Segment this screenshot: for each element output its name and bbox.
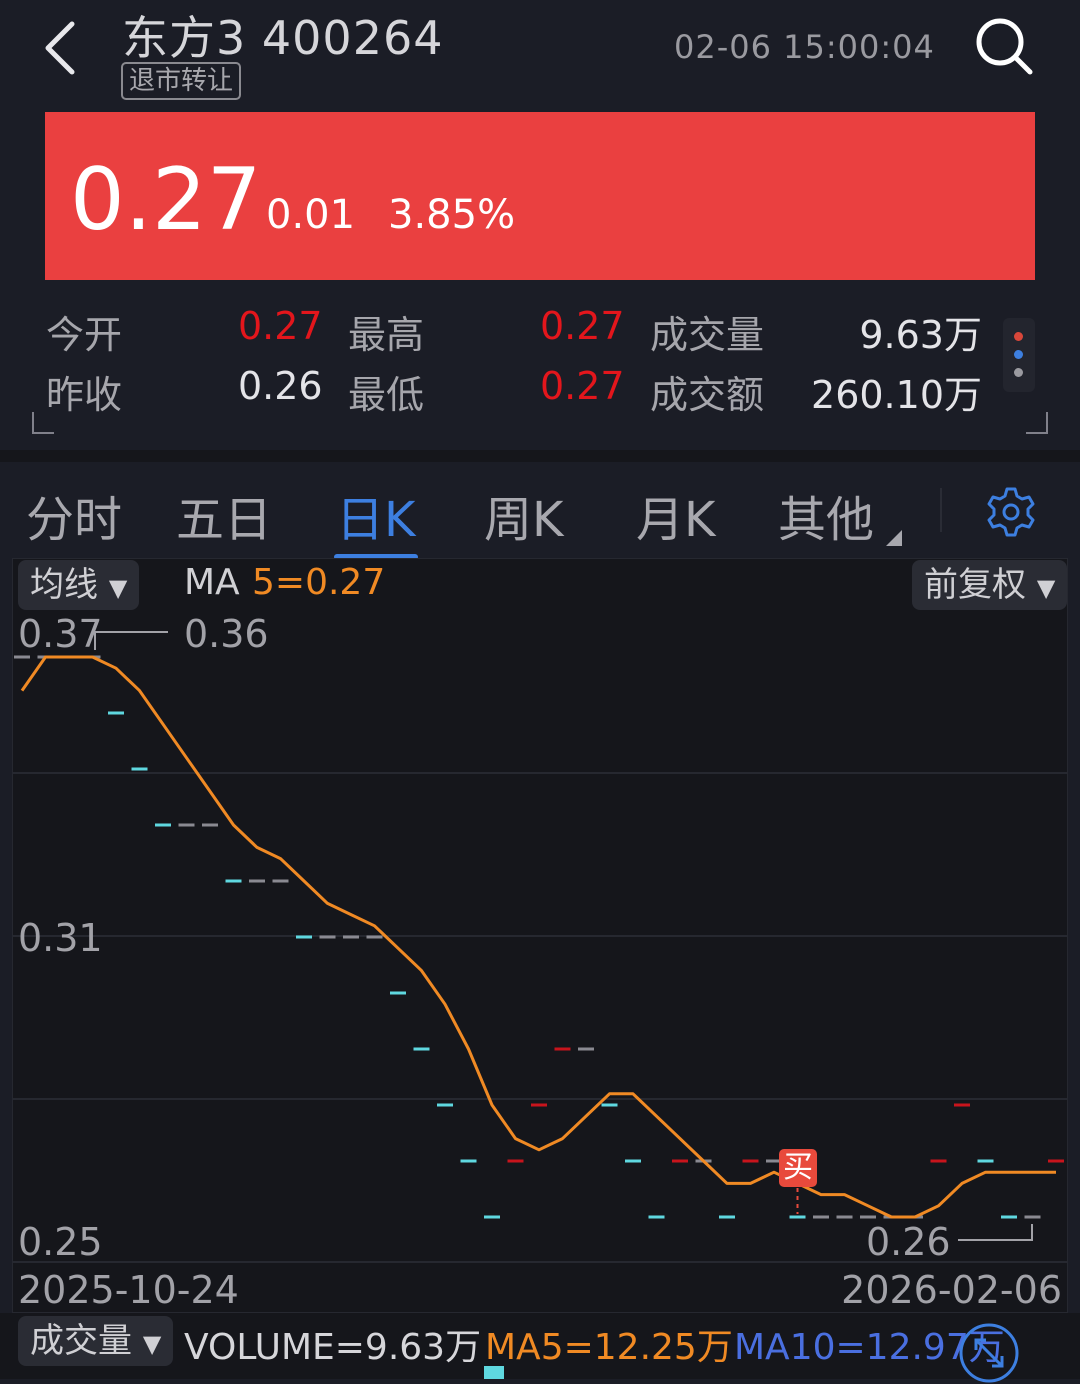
price-change-percent: 3.85% — [388, 192, 516, 238]
gear-icon[interactable] — [985, 486, 1037, 538]
high-value: 0.27 — [540, 304, 625, 348]
more-menu-button[interactable] — [1003, 318, 1035, 392]
volume-label: 成交量 — [650, 313, 765, 357]
divider — [0, 450, 1080, 462]
open-label: 今开 — [46, 313, 123, 357]
volume-ma5: MA5=12.25万 — [485, 1327, 733, 1368]
buy-signal-marker[interactable]: 买 — [779, 1149, 817, 1187]
caret-down-icon: ▼ — [142, 1330, 162, 1358]
tab-weekly-k[interactable]: 周K — [484, 492, 564, 548]
low-value: 0.27 — [540, 364, 625, 408]
indicator-label: 均线 — [30, 565, 98, 605]
volume-ma10: MA10=12.97万 — [734, 1327, 1005, 1368]
tab-five-day[interactable]: 五日 — [176, 492, 273, 548]
search-icon[interactable] — [972, 14, 1038, 80]
caret-down-icon: ▼ — [1036, 574, 1056, 602]
low-marker-leader — [958, 1224, 1033, 1241]
back-chevron-icon[interactable] — [40, 18, 90, 78]
tab-daily-k[interactable]: 日K — [336, 492, 416, 548]
divider — [940, 488, 942, 532]
tab-intraday[interactable]: 分时 — [26, 492, 123, 548]
y-tick-label: 0.37 — [18, 612, 103, 656]
amount-value: 260.10万 — [811, 373, 982, 417]
prev-close-label: 昨收 — [46, 373, 123, 417]
dropdown-corner-icon — [886, 530, 902, 546]
dot-icon — [1014, 368, 1023, 377]
expand-corner-icon[interactable] — [32, 412, 54, 434]
ma5-line — [20, 655, 1056, 1219]
low-marker-label: 0.26 — [866, 1220, 951, 1264]
volume-bar — [484, 1366, 504, 1379]
indicator-selector[interactable]: 均线 ▼ — [18, 560, 140, 610]
x-start-label: 2025-10-24 — [18, 1268, 239, 1312]
high-marker-label: 0.36 — [184, 612, 269, 656]
fullscreen-expand-icon[interactable] — [958, 1322, 1020, 1384]
volume-panel — [0, 1313, 1080, 1379]
volume-selector[interactable]: 成交量 ▼ — [18, 1316, 174, 1366]
price-banner — [45, 112, 1035, 280]
stock-title: 东方3 400264 — [122, 11, 444, 65]
dot-icon — [1014, 350, 1023, 359]
low-label: 最低 — [348, 373, 425, 417]
ma5-value: 5=0.27 — [252, 562, 386, 603]
high-marker-leader — [94, 631, 168, 650]
ma-label: MA — [184, 562, 240, 603]
x-end-label: 2026-02-06 — [841, 1268, 1062, 1312]
active-tab-indicator — [334, 554, 418, 560]
tab-monthly-k[interactable]: 月K — [636, 492, 716, 548]
price-change: 0.01 — [266, 192, 356, 238]
volume-value: 9.63万 — [859, 313, 982, 357]
tab-other[interactable]: 其他 — [778, 492, 875, 548]
current-price: 0.27 — [70, 150, 262, 250]
open-value: 0.27 — [238, 304, 323, 348]
volume-selector-label: 成交量 — [30, 1321, 132, 1361]
expand-corner-icon[interactable] — [1026, 412, 1048, 434]
status-badge: 退市转让 — [121, 62, 242, 100]
caret-down-icon: ▼ — [108, 574, 128, 602]
prev-close-value: 0.26 — [238, 364, 323, 408]
y-tick-label: 0.25 — [18, 1220, 103, 1264]
high-label: 最高 — [348, 313, 425, 357]
timestamp: 02-06 15:00:04 — [674, 28, 935, 66]
adjust-label: 前复权 — [924, 565, 1026, 605]
y-tick-label: 0.31 — [18, 916, 103, 960]
volume-value: VOLUME=9.63万 — [184, 1327, 482, 1368]
adjust-selector[interactable]: 前复权 ▼ — [912, 560, 1068, 610]
dot-icon — [1014, 332, 1023, 341]
amount-label: 成交额 — [650, 373, 765, 417]
